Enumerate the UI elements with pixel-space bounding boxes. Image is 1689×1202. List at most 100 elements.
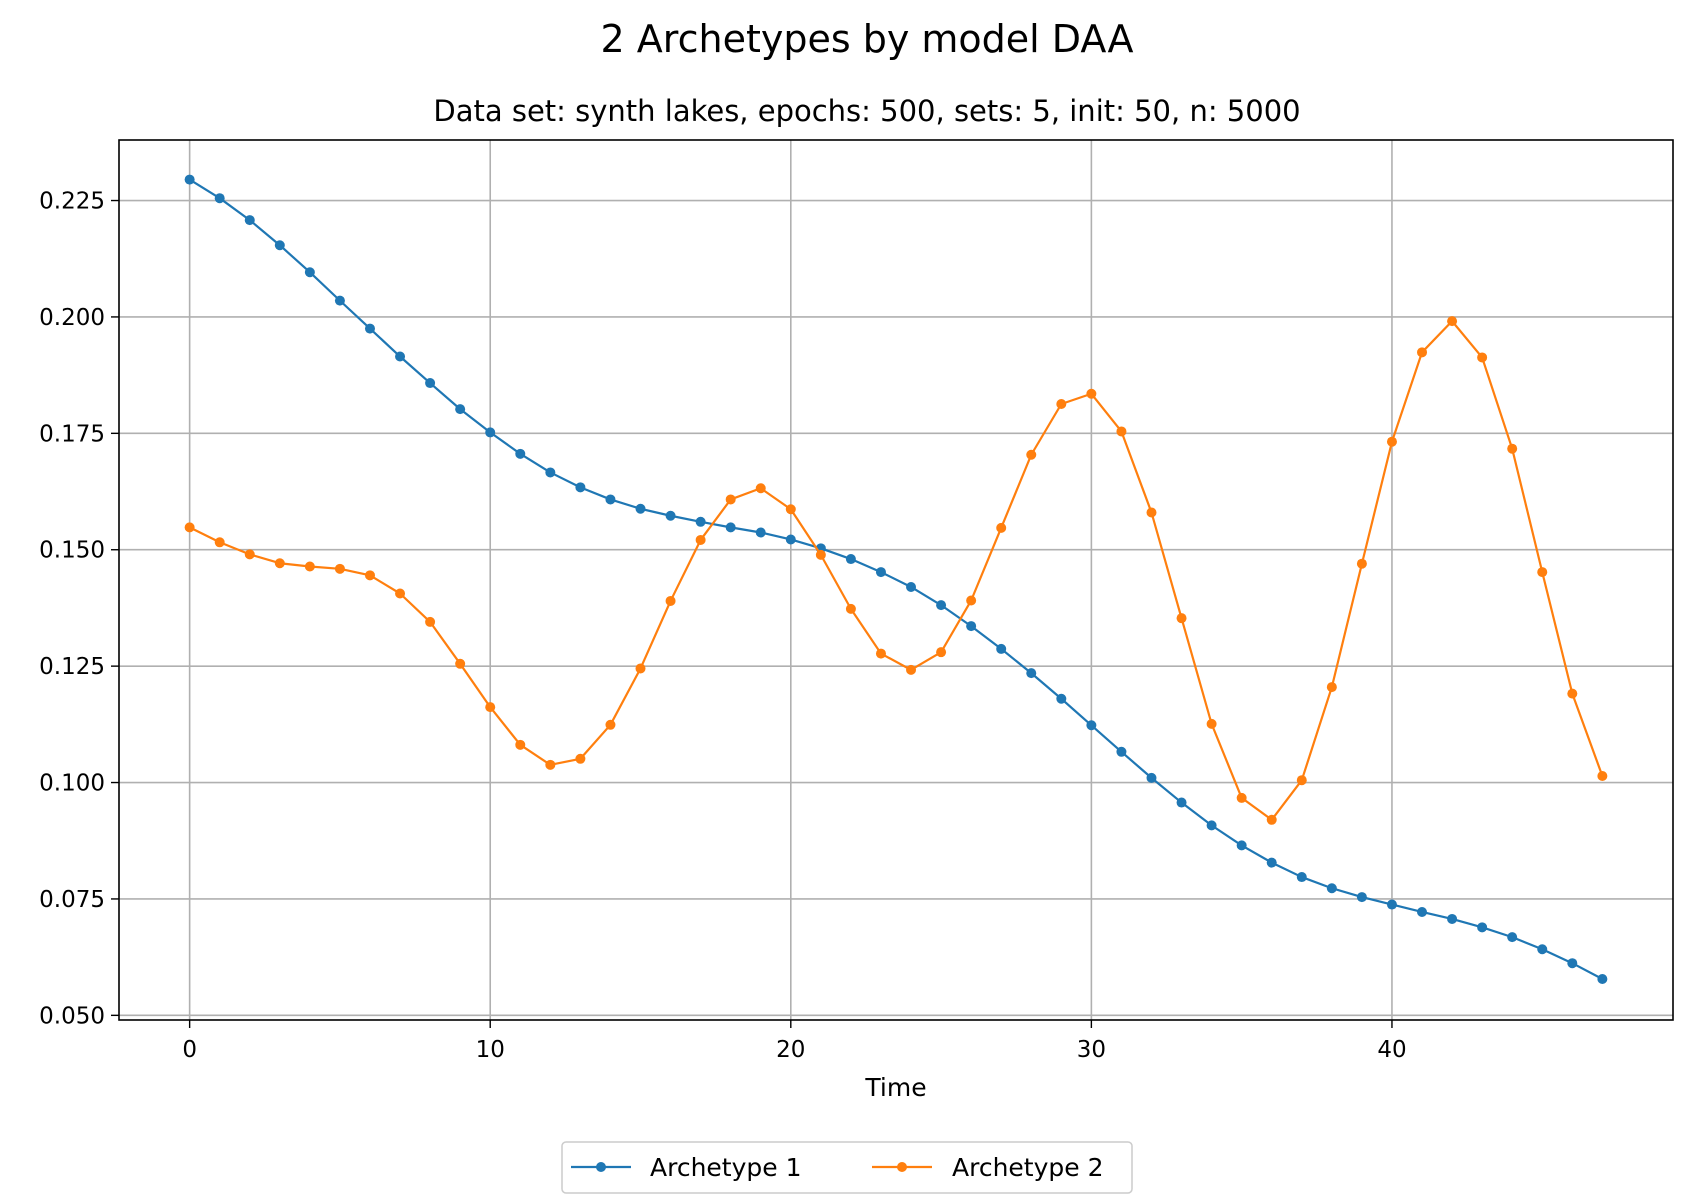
data-point — [1567, 958, 1578, 969]
data-point — [875, 567, 886, 578]
data-point — [485, 702, 496, 713]
legend-label: Archetype 2 — [952, 1153, 1104, 1182]
data-point — [1086, 388, 1097, 399]
data-point — [1386, 899, 1397, 910]
legend-marker — [897, 1162, 907, 1172]
data-point — [1116, 426, 1127, 437]
data-point — [395, 588, 406, 599]
y-tick-label: 0.200 — [39, 305, 105, 331]
legend-entry: Archetype 2 — [872, 1153, 1104, 1182]
data-point — [1296, 775, 1307, 786]
data-point — [815, 549, 826, 560]
data-point — [1146, 772, 1157, 783]
data-point — [1447, 913, 1458, 924]
data-point — [906, 664, 917, 675]
y-tick-label: 0.150 — [39, 538, 105, 564]
data-point — [1356, 558, 1367, 569]
data-point — [274, 240, 285, 251]
data-point — [1236, 792, 1247, 803]
data-point — [334, 563, 345, 574]
data-point — [966, 621, 977, 632]
y-tick-label: 0.075 — [39, 887, 105, 913]
data-point — [1266, 857, 1277, 868]
data-point — [184, 174, 195, 185]
data-point — [455, 658, 466, 669]
data-point — [545, 467, 556, 478]
data-point — [966, 595, 977, 606]
data-point — [1296, 872, 1307, 883]
series-line — [189, 178, 1603, 981]
data-point — [1386, 436, 1397, 447]
data-point — [425, 378, 436, 389]
data-point — [1176, 613, 1187, 624]
data-point — [334, 295, 345, 306]
y-tick-label: 0.175 — [39, 421, 105, 447]
data-point — [725, 494, 736, 505]
data-point — [1477, 922, 1488, 933]
data-point — [1417, 906, 1428, 917]
data-point — [1146, 507, 1157, 518]
data-point — [1056, 399, 1067, 409]
data-point — [1086, 720, 1097, 731]
data-point — [1507, 932, 1518, 943]
data-point — [274, 558, 285, 569]
data-point — [214, 193, 225, 204]
data-point — [1356, 892, 1367, 903]
data-point — [996, 522, 1007, 533]
data-point — [1326, 682, 1337, 693]
data-point — [755, 483, 766, 494]
data-point — [1567, 688, 1578, 699]
data-point — [1417, 347, 1428, 358]
data-point — [515, 448, 526, 459]
data-point — [364, 323, 375, 334]
series-line — [189, 320, 1604, 821]
data-point — [785, 534, 796, 545]
x-tick-label: 10 — [476, 1037, 505, 1063]
data-point — [1447, 316, 1458, 327]
data-point — [605, 719, 616, 730]
data-point — [1026, 449, 1037, 460]
legend-label: Archetype 1 — [650, 1153, 802, 1182]
data-point — [936, 647, 947, 658]
data-point — [515, 739, 526, 750]
data-point — [1056, 693, 1067, 704]
series-layer — [184, 174, 1608, 985]
data-point — [755, 527, 766, 538]
data-point — [214, 537, 225, 548]
data-point — [1507, 443, 1518, 454]
data-point — [1206, 820, 1217, 831]
y-tick-label: 0.100 — [39, 771, 105, 797]
data-point — [605, 494, 616, 505]
data-point — [996, 643, 1007, 654]
data-point — [906, 581, 917, 592]
chart-title: 2 Archetypes by model DAA — [601, 17, 1134, 61]
data-point — [695, 516, 706, 527]
x-tick-label: 20 — [776, 1037, 805, 1063]
y-tick-label: 0.225 — [39, 189, 105, 215]
plot-area-frame — [118, 139, 1674, 1021]
grid-layer — [119, 140, 1673, 1020]
series-2 — [184, 316, 1608, 825]
legend-box — [561, 1141, 1133, 1194]
data-point — [1477, 352, 1488, 363]
data-point — [184, 522, 195, 533]
y-axis-ticks: 0.050 0.075 0.100 0.125 0.150 0.175 0.200 0.225 — [39, 189, 119, 1029]
x-tick-label: 0 — [182, 1037, 197, 1063]
data-point — [725, 522, 736, 533]
x-tick-label: 30 — [1077, 1037, 1106, 1063]
legend-entries: Archetype 1 Archetype 2 — [571, 1153, 1104, 1182]
data-point — [545, 759, 556, 770]
data-point — [665, 595, 676, 606]
data-point — [665, 510, 676, 521]
data-point — [1236, 840, 1247, 851]
y-tick-label: 0.050 — [39, 1003, 105, 1029]
chart-subtitle: Data set: synth lakes, epochs: 500, sets… — [433, 94, 1300, 128]
data-point — [1176, 797, 1187, 808]
data-point — [1597, 974, 1608, 985]
data-point — [635, 503, 646, 514]
data-point — [304, 561, 315, 572]
data-point — [575, 753, 586, 764]
data-point — [635, 663, 646, 674]
data-point — [485, 427, 496, 438]
